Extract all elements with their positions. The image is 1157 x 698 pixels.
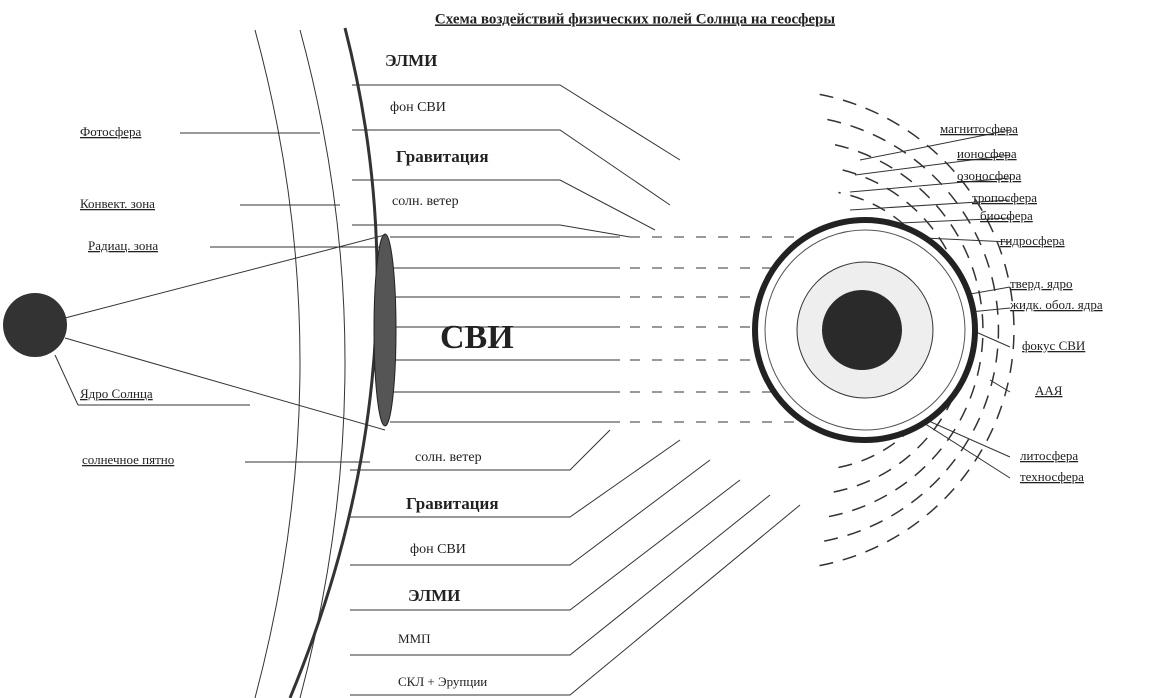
center-label: СВИ bbox=[440, 319, 514, 356]
earth-label: озоносфера bbox=[957, 168, 1021, 183]
sun-label: Фотосфера bbox=[80, 124, 142, 139]
earth-label: фокус СВИ bbox=[1022, 338, 1085, 353]
photosphere-arc bbox=[290, 28, 377, 698]
diagram: Схема воздействий физических полей Солнц… bbox=[0, 0, 1157, 698]
field-line bbox=[350, 440, 680, 517]
earth-label: тропосфера bbox=[972, 190, 1037, 205]
earth-label: литосфера bbox=[1020, 448, 1078, 463]
earth-label: тверд. ядро bbox=[1010, 276, 1073, 291]
sun-label: Конвект. зона bbox=[80, 196, 155, 211]
ray bbox=[65, 338, 385, 430]
sun-label: солнечное пятно bbox=[82, 452, 174, 467]
field-label: Гравитация bbox=[396, 147, 489, 166]
leader bbox=[55, 355, 78, 405]
earth-label: магнитосфера bbox=[940, 121, 1018, 136]
title: Схема воздействий физических полей Солнц… bbox=[435, 11, 835, 27]
field-line bbox=[352, 225, 630, 237]
field-label: СКЛ + Эрупции bbox=[398, 674, 487, 689]
field-label: ЭЛМИ bbox=[408, 586, 460, 605]
field-label: солн. ветер bbox=[392, 194, 459, 209]
earth-label: техносфера bbox=[1020, 469, 1084, 484]
field-label: фон СВИ bbox=[390, 100, 446, 115]
field-label: солн. ветер bbox=[415, 450, 482, 465]
sun-label: Ядро Солнца bbox=[80, 386, 153, 401]
earth-core bbox=[822, 290, 902, 370]
field-label: Гравитация bbox=[406, 494, 499, 513]
earth-label: жидк. обол. ядра bbox=[1009, 297, 1103, 312]
sun-arc bbox=[255, 30, 300, 698]
field-label: ЭЛМИ bbox=[385, 51, 437, 70]
earth-label: биосфера bbox=[980, 208, 1033, 223]
earth-label: ионосфера bbox=[957, 146, 1017, 161]
earth-label: гидросфера bbox=[1000, 233, 1065, 248]
field-label: фон СВИ bbox=[410, 542, 466, 557]
sun-label: Радиац. зона bbox=[88, 238, 158, 253]
earth-label: ААЯ bbox=[1035, 383, 1063, 398]
sunspot bbox=[374, 234, 396, 426]
field-line bbox=[350, 460, 710, 565]
sun-arc bbox=[300, 30, 345, 698]
field-label: ММП bbox=[398, 631, 431, 646]
sun-core bbox=[3, 293, 67, 357]
